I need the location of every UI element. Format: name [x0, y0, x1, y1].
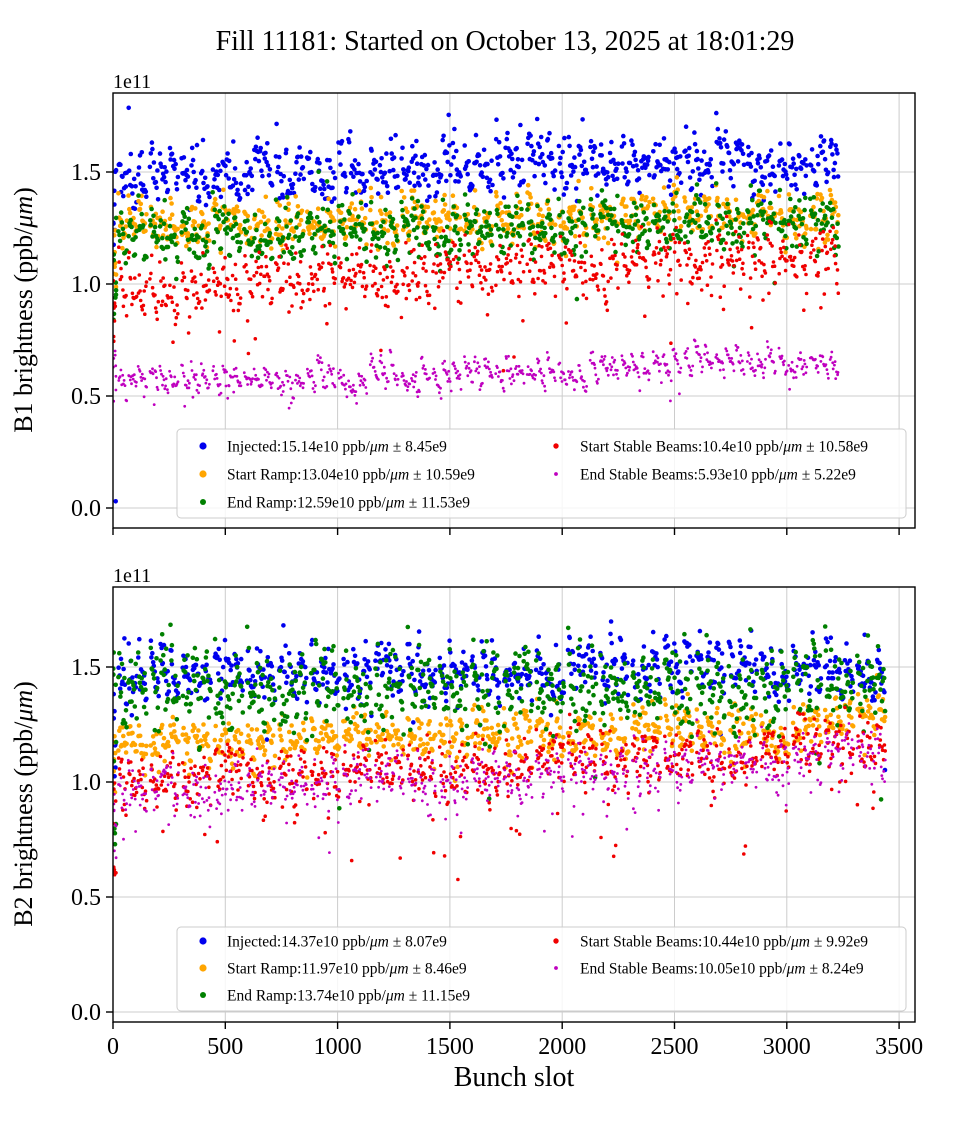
y-tick-label: 0.5 — [71, 384, 101, 410]
x-tick-label: 2500 — [651, 1034, 699, 1060]
legend: Injected:14.37e10 ppb/μm ± 8.07e9 Start R… — [177, 927, 906, 1011]
y-tick-label: 1.5 — [71, 160, 101, 186]
legend-label: Start Stable Beams:10.4e10 ppb/μm ± 10.5… — [580, 439, 868, 456]
legend-label: Start Stable Beams:10.44e10 ppb/μm ± 9.9… — [580, 934, 868, 951]
y-axis-label: B1 brightness (ppb/μm) — [9, 187, 38, 433]
legend-label: Start Ramp:11.97e10 ppb/μm ± 8.46e9 — [227, 961, 467, 978]
plot-b2: 0 500 1000 1500 2000 2500 3000 3500 0.0 0.5 1.0 1.5… — [9, 565, 923, 1093]
y-tick-label: 1.0 — [71, 272, 101, 298]
scatter-data — [111, 619, 888, 881]
y-tick-label: 1.5 — [71, 655, 101, 681]
legend-label: End Ramp:12.59e10 ppb/μm ± 11.53e9 — [227, 495, 470, 512]
legend-marker-end-stable-beams — [554, 966, 558, 970]
y-tick-label: 0.0 — [71, 1000, 101, 1026]
legend-marker-start-stable-beams — [553, 938, 558, 943]
legend-label: End Stable Beams:10.05e10 ppb/μm ± 8.24e… — [580, 961, 864, 978]
y-tick-label: 0.5 — [71, 885, 101, 911]
y-axis-offset-text: 1e11 — [113, 565, 151, 587]
legend-marker-start-ramp — [199, 470, 206, 477]
series-start-stable-beams — [112, 215, 841, 373]
legend-label: Start Ramp:13.04e10 ppb/μm ± 10.59e9 — [227, 467, 475, 484]
legend-marker-end-stable-beams — [554, 472, 558, 476]
y-axis-offset-text: 1e11 — [113, 71, 151, 93]
x-tick-label: 1000 — [314, 1034, 362, 1060]
legend-label: Injected:14.37e10 ppb/μm ± 8.07e9 — [227, 934, 447, 951]
legend-label: End Stable Beams:5.93e10 ppb/μm ± 5.22e9 — [580, 467, 856, 484]
legend-marker-start-stable-beams — [553, 443, 558, 448]
x-tick-label: 3500 — [875, 1034, 923, 1060]
legend-marker-end-ramp — [200, 499, 206, 505]
legend-marker-injected — [199, 937, 206, 944]
x-tick-label: 0 — [107, 1034, 119, 1060]
legend-marker-end-ramp — [200, 992, 206, 998]
y-tick-label: 1.0 — [71, 770, 101, 796]
x-axis-label: Bunch slot — [454, 1062, 575, 1093]
plot-b1: 0.0 0.5 1.0 1.5 1e11 B1 brightness (ppb/μm) In… — [9, 71, 915, 535]
figure-title: Fill 11181: Started on October 13, 2025 … — [216, 26, 795, 57]
legend-marker-start-ramp — [199, 964, 206, 971]
extra-point — [113, 499, 118, 504]
x-tick-label: 500 — [207, 1034, 243, 1060]
x-tick-label: 1500 — [426, 1034, 474, 1060]
x-tick-label: 2000 — [538, 1034, 586, 1060]
x-tick-label: 3000 — [763, 1034, 811, 1060]
legend-marker-injected — [199, 442, 206, 449]
legend: Injected:15.14e10 ppb/μm ± 8.45e9 Start R… — [177, 429, 906, 518]
y-axis-label: B2 brightness (ppb/μm) — [9, 681, 38, 927]
y-tick-label: 0.0 — [71, 496, 101, 522]
legend-label: Injected:15.14e10 ppb/μm ± 8.45e9 — [227, 439, 447, 456]
series-end-stable-beams — [112, 339, 839, 410]
legend-label: End Ramp:13.74e10 ppb/μm ± 11.15e9 — [227, 988, 470, 1005]
